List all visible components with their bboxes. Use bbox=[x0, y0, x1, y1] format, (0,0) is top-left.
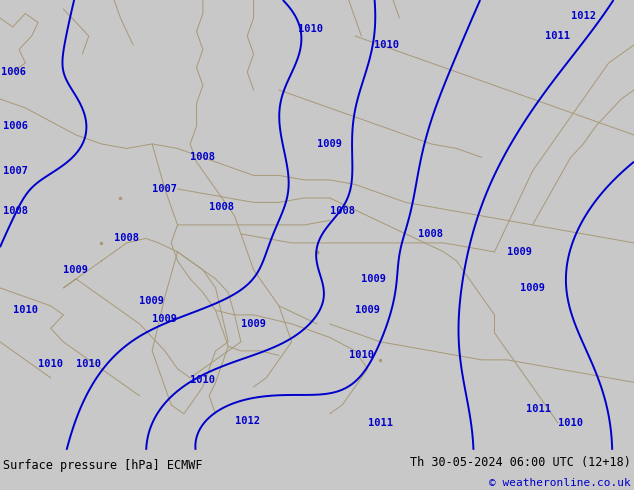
Text: 1007: 1007 bbox=[3, 166, 28, 176]
Text: © weatheronline.co.uk: © weatheronline.co.uk bbox=[489, 478, 631, 488]
Text: 1009: 1009 bbox=[241, 319, 266, 329]
Text: 1011: 1011 bbox=[526, 404, 551, 415]
Text: 1009: 1009 bbox=[507, 247, 532, 257]
Text: 1009: 1009 bbox=[520, 283, 545, 293]
Text: 1008: 1008 bbox=[3, 206, 28, 217]
Text: 1010: 1010 bbox=[298, 24, 323, 34]
Text: 1012: 1012 bbox=[235, 416, 259, 426]
Text: 1010: 1010 bbox=[76, 359, 101, 369]
Text: 1008: 1008 bbox=[190, 152, 215, 163]
Text: Th 30-05-2024 06:00 UTC (12+18): Th 30-05-2024 06:00 UTC (12+18) bbox=[410, 456, 631, 469]
Text: 1011: 1011 bbox=[545, 31, 570, 41]
Text: 1010: 1010 bbox=[374, 40, 399, 50]
Polygon shape bbox=[152, 252, 228, 414]
Text: 1009: 1009 bbox=[63, 265, 88, 275]
Text: 1008: 1008 bbox=[330, 206, 354, 217]
Text: 1010: 1010 bbox=[38, 359, 63, 369]
Text: 1010: 1010 bbox=[13, 305, 37, 316]
Polygon shape bbox=[63, 239, 241, 378]
Text: 1012: 1012 bbox=[571, 11, 595, 21]
Text: 1009: 1009 bbox=[317, 139, 342, 149]
Text: 1009: 1009 bbox=[152, 315, 177, 324]
Text: 1006: 1006 bbox=[1, 67, 25, 77]
Text: 1011: 1011 bbox=[368, 418, 392, 428]
Text: 1010: 1010 bbox=[349, 350, 373, 360]
Text: 1008: 1008 bbox=[418, 229, 443, 239]
Text: 1007: 1007 bbox=[152, 184, 177, 194]
Text: 1010: 1010 bbox=[558, 418, 583, 428]
Text: 1009: 1009 bbox=[361, 274, 386, 284]
Text: 1009: 1009 bbox=[355, 305, 380, 316]
Text: 1006: 1006 bbox=[3, 121, 28, 131]
Text: 1009: 1009 bbox=[139, 296, 164, 306]
Text: 1008: 1008 bbox=[209, 202, 234, 212]
Text: 1008: 1008 bbox=[114, 233, 139, 244]
Text: Surface pressure [hPa] ECMWF: Surface pressure [hPa] ECMWF bbox=[3, 460, 203, 472]
Text: 1010: 1010 bbox=[190, 375, 215, 385]
